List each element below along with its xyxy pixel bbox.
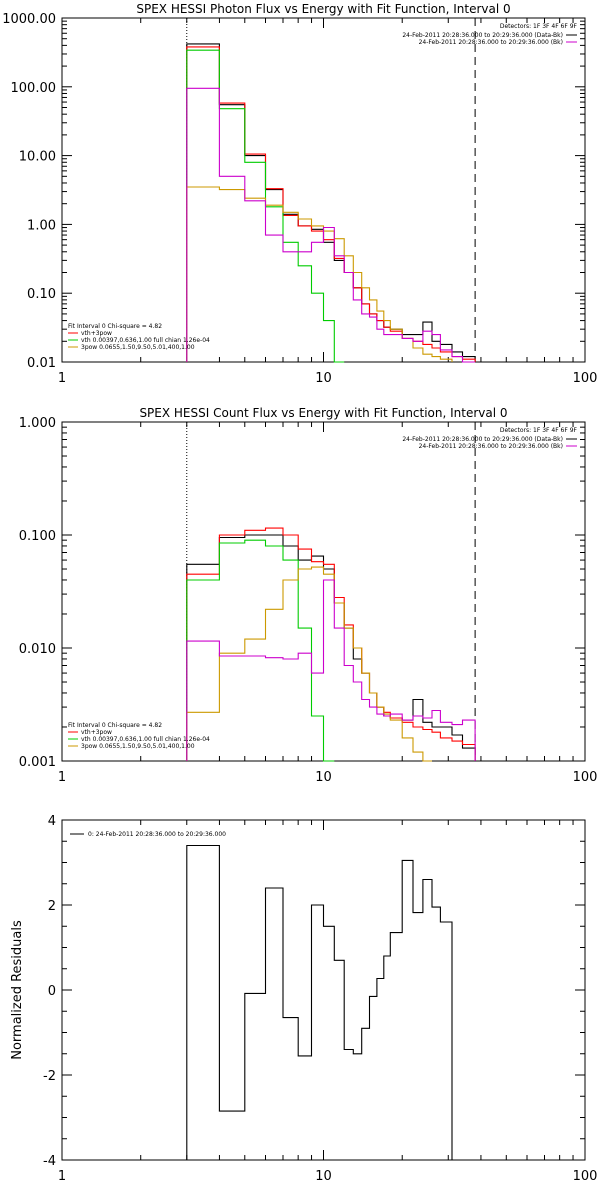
- fit-legend-entry: vth+3pow: [81, 729, 112, 736]
- y-tick-label: 100.00: [11, 81, 57, 96]
- legend-header: Detectors: 1F 3F 4F 6F 9F: [500, 23, 578, 30]
- y-tick-label: 0.010: [19, 642, 56, 657]
- chart-title: SPEX HESSI Photon Flux vs Energy with Fi…: [136, 2, 510, 16]
- y-tick-label: 1.000: [19, 416, 56, 431]
- fit-legend-header: Fit Interval 0 Chi-square = 4.82: [68, 722, 162, 729]
- series-line-count-3: [186, 566, 432, 762]
- x-tick-label: 100: [573, 770, 598, 785]
- chart-title: SPEX HESSI Count Flux vs Energy with Fit…: [139, 406, 507, 420]
- series-line-photon-3: [186, 186, 453, 362]
- fit-legend-entry: vth 0.00397,0.636,1.00 full chian 1.26e-…: [81, 337, 210, 344]
- fit-legend-entry: vth 0.00397,0.636,1.00 full chian 1.26e-…: [81, 736, 210, 743]
- axes-frame: [61, 819, 586, 1161]
- x-tick-label: 10: [315, 1169, 332, 1184]
- chart-panel-residuals: 1 10 100 -4 -2 0 2 4 Normalized Residuals 0: 24-F…: [10, 814, 597, 1184]
- x-tick-label: 10: [315, 371, 332, 386]
- legend-entry: 24-Feb-2011 20:28:36.000 to 20:29:36.000…: [419, 443, 563, 450]
- x-tick-label: 10: [315, 770, 332, 785]
- series-line-count-2: [186, 539, 335, 762]
- chart-panel-count: SPEX HESSI Count Flux vs Energy with Fit…: [19, 406, 598, 785]
- legend-entry: 24-Feb-2011 20:28:36.000 to 20:29:36.000…: [402, 436, 563, 443]
- legend-entry: 0: 24-Feb-2011 20:28:36.000 to 20:29:36.…: [88, 831, 226, 838]
- series-line-photon-0: [186, 43, 476, 362]
- x-tick-label: 1: [58, 1169, 66, 1184]
- y-tick-label: 2: [48, 899, 56, 914]
- y-tick-label: 1000.00: [2, 12, 56, 27]
- y-tick-label: 0.01: [27, 356, 56, 371]
- y-tick-label: -4: [43, 1154, 56, 1169]
- series-line-count-0: [186, 534, 476, 761]
- fit-legend-header: Fit Interval 0 Chi-square = 4.82: [68, 323, 162, 330]
- y-tick-label: 0: [48, 984, 56, 999]
- legend-entry: 24-Feb-2011 20:28:36.000 to 20:29:36.000…: [419, 39, 563, 46]
- y-tick-label: 10.00: [19, 150, 56, 165]
- series-line-photon-1: [186, 46, 476, 362]
- fit-legend-entry: vth+3pow: [81, 330, 112, 337]
- y-tick-label: 0.100: [19, 529, 56, 544]
- series-line-residuals-0: [186, 844, 453, 1160]
- y-tick-label: 0.001: [19, 755, 56, 770]
- legend-entry: 24-Feb-2011 20:28:36.000 to 20:29:36.000…: [402, 32, 563, 39]
- series-line-photon-4: [186, 87, 476, 363]
- x-tick-label: 1: [58, 770, 66, 785]
- y-tick-label: -2: [43, 1069, 56, 1084]
- legend-header: Detectors: 1F 3F 4F 6F 9F: [500, 427, 578, 434]
- y-tick-label: 4: [48, 814, 56, 829]
- series-line-count-4: [186, 579, 476, 761]
- x-tick-label: 100: [573, 371, 598, 386]
- fit-legend-entry: 3pow 0.0655,1.50,9.50,5.01,400,1.00: [81, 344, 195, 351]
- y-axis-label: Normalized Residuals: [10, 920, 25, 1060]
- fit-legend-entry: 3pow 0.0655,1.50,9.50,5.01,400,1.00: [81, 743, 195, 750]
- x-tick-label: 100: [573, 1169, 598, 1184]
- y-tick-label: 1.00: [27, 218, 56, 233]
- y-tick-label: 0.10: [27, 287, 56, 302]
- chart-panel-photon: SPEX HESSI Photon Flux vs Energy with Fi…: [2, 2, 597, 386]
- x-tick-label: 1: [58, 371, 66, 386]
